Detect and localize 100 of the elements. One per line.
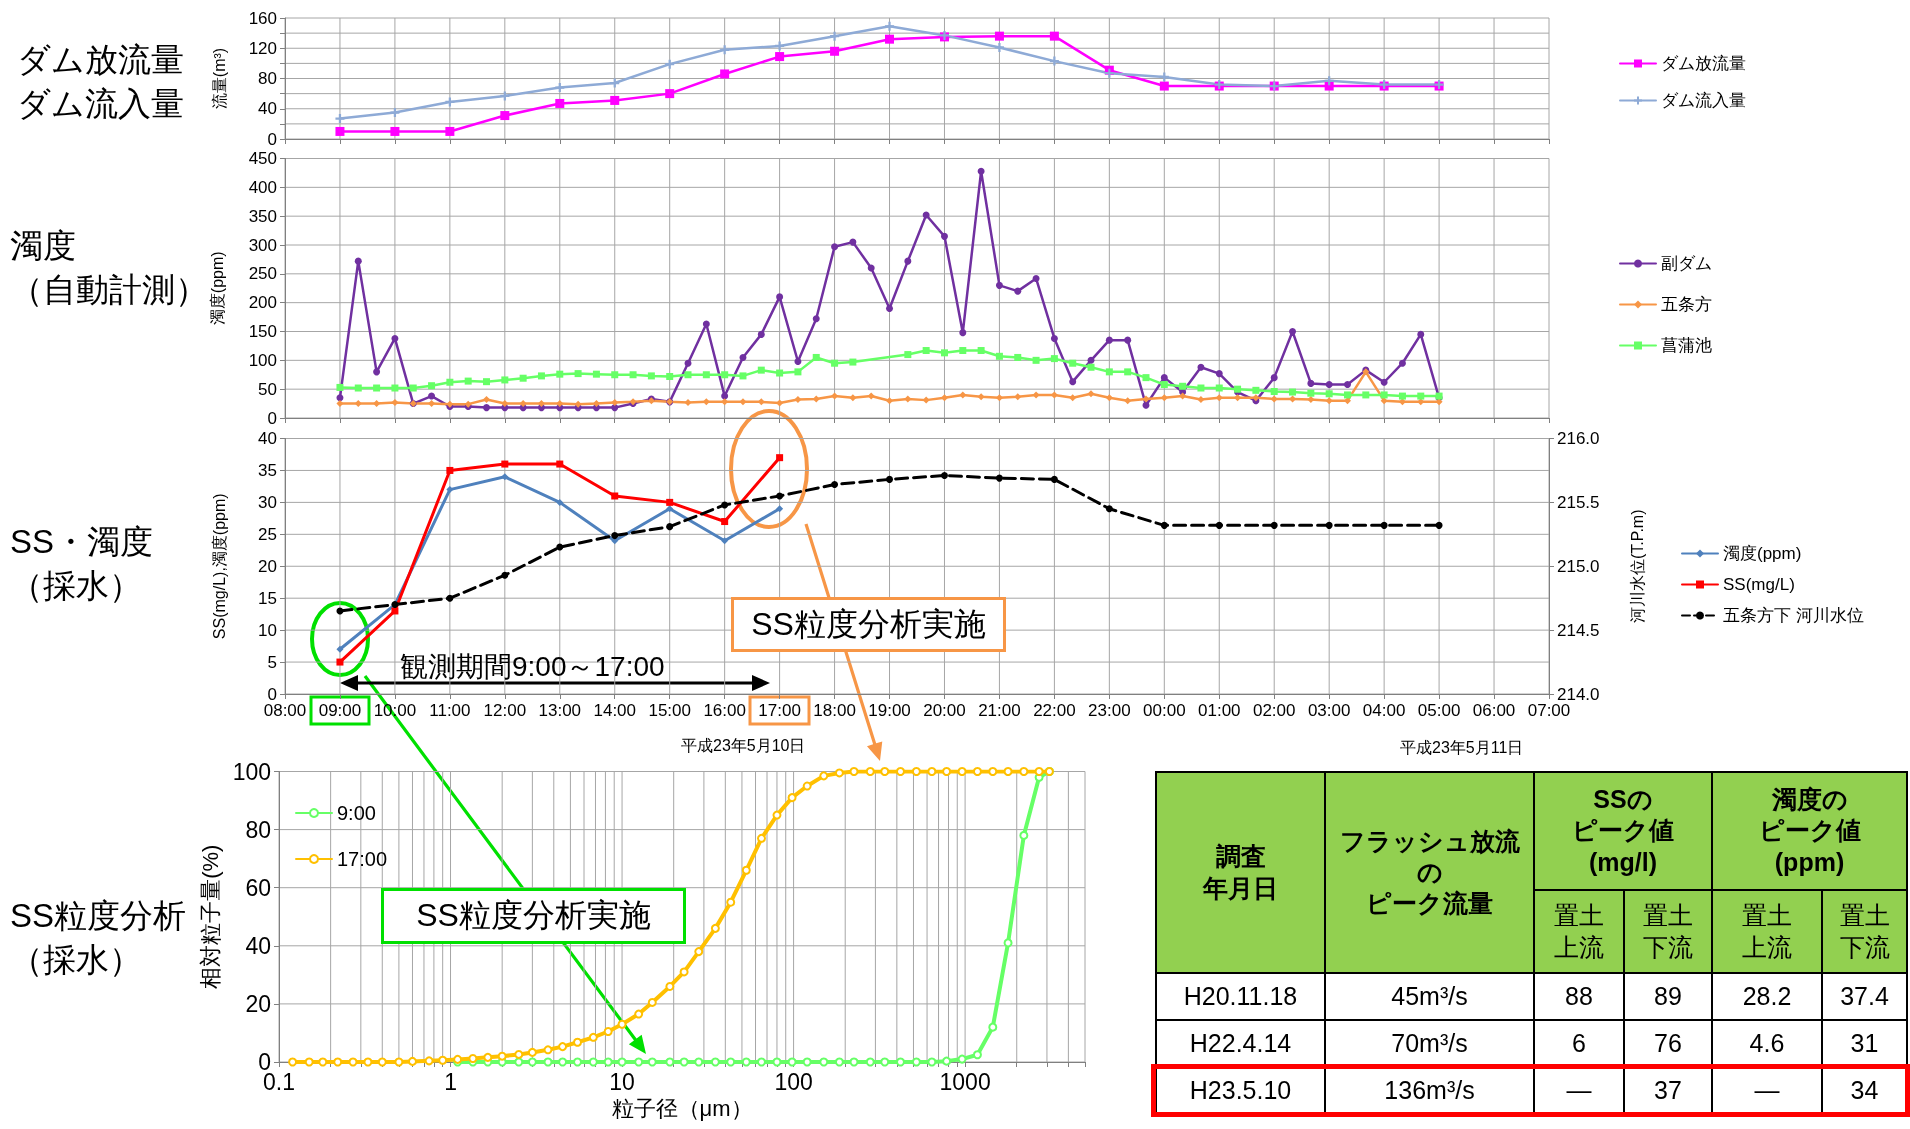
y-tick-label: 0 — [267, 129, 277, 149]
y-tick-label: 10 — [258, 620, 277, 640]
x-tick-label: 18:00 — [813, 701, 856, 720]
y-tick-label: 30 — [258, 492, 277, 512]
text: 置土 — [1838, 900, 1891, 932]
x-axis-title: 粒子径（μm） — [611, 1096, 753, 1122]
y-tick-label: 120 — [248, 38, 277, 58]
legend-label: 菖蒲池 — [1661, 336, 1712, 355]
text: 濁度（自動計測） — [10, 226, 208, 308]
y-tick-label: 400 — [248, 177, 277, 197]
y2-tick-label: 215.5 — [1557, 492, 1600, 512]
y-tick-label: 100 — [248, 350, 277, 370]
text: 置土 — [1553, 900, 1605, 932]
text: 下流 — [1642, 931, 1694, 963]
x-tick-label: 20:00 — [923, 701, 966, 720]
text: 70m³/s — [1325, 1020, 1534, 1067]
annotation: SS粒度分析実施 — [731, 597, 1006, 652]
text: SS粒度分析（採水） — [10, 896, 187, 978]
y-tick-label: 40 — [258, 99, 277, 119]
y2-tick-label: 214.5 — [1557, 620, 1600, 640]
y-tick-label: 60 — [245, 874, 271, 901]
y-tick-label: 15 — [258, 588, 277, 608]
y-tick-label: 5 — [267, 652, 277, 672]
text: (ppm) — [1773, 846, 1846, 878]
y2-tick-label: 214.0 — [1557, 684, 1600, 704]
x-tick-label: 01:00 — [1197, 701, 1241, 720]
legend-label: 五条方 — [1661, 295, 1712, 314]
x-tick-label: 06:00 — [1472, 701, 1516, 720]
x-tick-label: 1000 — [939, 1068, 991, 1095]
text: 上流 — [1741, 931, 1793, 963]
x-tick-label: 17:00 — [758, 701, 801, 720]
x-tick-label: 16:00 — [703, 701, 746, 720]
text: (mg/l) — [1587, 846, 1658, 878]
legend-label: 9:00 — [337, 802, 376, 824]
x-tick-label: 11:00 — [429, 701, 471, 720]
legend-label: 17:00 — [337, 848, 388, 870]
text: 調査 — [1214, 841, 1267, 873]
text: 濁度の — [1770, 784, 1849, 816]
x-tick-label: 10 — [609, 1068, 635, 1095]
text: — — [1534, 1067, 1624, 1114]
y-tick-label: 200 — [248, 293, 277, 313]
text: 31 — [1822, 1020, 1907, 1067]
y-tick-label: 450 — [248, 149, 277, 168]
text: 34 — [1822, 1067, 1907, 1114]
text: 上流 — [1553, 931, 1605, 963]
text: ピーク流量 — [1365, 888, 1494, 920]
y-tick-label: 80 — [245, 816, 271, 843]
y-tick-label: 80 — [258, 69, 277, 88]
y-tick-label: 250 — [248, 264, 277, 284]
y-tick-label: 100 — [232, 758, 271, 785]
text: 37 — [1624, 1067, 1712, 1114]
text: 89 — [1624, 973, 1712, 1020]
text: 6 — [1534, 1020, 1624, 1067]
text: ピーク値 — [1757, 815, 1862, 847]
text: — — [1712, 1067, 1822, 1114]
legend-label: 副ダム — [1661, 254, 1712, 273]
text: 置土 — [1741, 900, 1793, 932]
x-tick-label: 23:00 — [1088, 701, 1131, 720]
text: フラッシュ放流 — [1338, 825, 1521, 857]
text: 年月日 — [1201, 872, 1279, 904]
x-tick-label: 09:00 — [318, 701, 362, 720]
y-tick-label: 20 — [245, 990, 271, 1017]
x-tick-label: 03:00 — [1307, 701, 1351, 720]
y-axis-title: 相対粒子量(%) — [198, 844, 224, 989]
y-tick-label: 0 — [267, 684, 277, 704]
legend-label: SS(mg/L) — [1723, 575, 1795, 594]
text: H23.5.10 — [1156, 1067, 1325, 1114]
x-tick-label: 05:00 — [1417, 701, 1461, 720]
x-tick-label: 21:00 — [978, 701, 1021, 720]
y-axis-title: 濁度(ppm) — [208, 251, 226, 326]
text: ピーク値 — [1571, 815, 1675, 847]
x-tick-label: 07:00 — [1527, 701, 1571, 720]
y-tick-label: 0 — [267, 408, 277, 428]
legend-label: ダム放流量 — [1661, 54, 1746, 73]
x-tick-label: 04:00 — [1362, 701, 1406, 720]
text: の — [1415, 856, 1444, 888]
text: 136m³/s — [1325, 1067, 1534, 1114]
y-tick-label: 350 — [248, 206, 277, 226]
text: ダム放流量 ダム流入量 — [17, 40, 184, 122]
x-tick-label: 19:00 — [868, 701, 911, 720]
x-tick-label: 12:00 — [483, 701, 527, 720]
x-tick-label: 14:00 — [593, 701, 637, 720]
legend-label: 五条方下 河川水位 — [1723, 606, 1864, 625]
annotation: SS粒度分析実施 — [381, 888, 686, 944]
x-tick-label: 1 — [444, 1068, 457, 1095]
y2-axis-title: 河川水位(T.P.m) — [1628, 509, 1646, 623]
y-tick-label: 20 — [258, 556, 277, 576]
y-axis-title: SS(mg/L),濁度(ppm) — [210, 493, 228, 640]
text: 88 — [1534, 973, 1624, 1020]
text: 下流 — [1838, 931, 1891, 963]
y2-tick-label: 215.0 — [1557, 556, 1600, 576]
legend-label: ダム流入量 — [1661, 91, 1746, 110]
x-tick-label: 02:00 — [1252, 701, 1296, 720]
text: 平成23年5月11日 — [1400, 738, 1524, 758]
y-tick-label: 150 — [248, 322, 277, 341]
text: 置土 — [1642, 900, 1694, 932]
x-tick-label: 00:00 — [1143, 701, 1186, 720]
text: SSの — [1592, 784, 1654, 816]
y-tick-label: 50 — [258, 379, 277, 399]
annotation: 観測期間9:00～17:00 — [400, 650, 665, 684]
